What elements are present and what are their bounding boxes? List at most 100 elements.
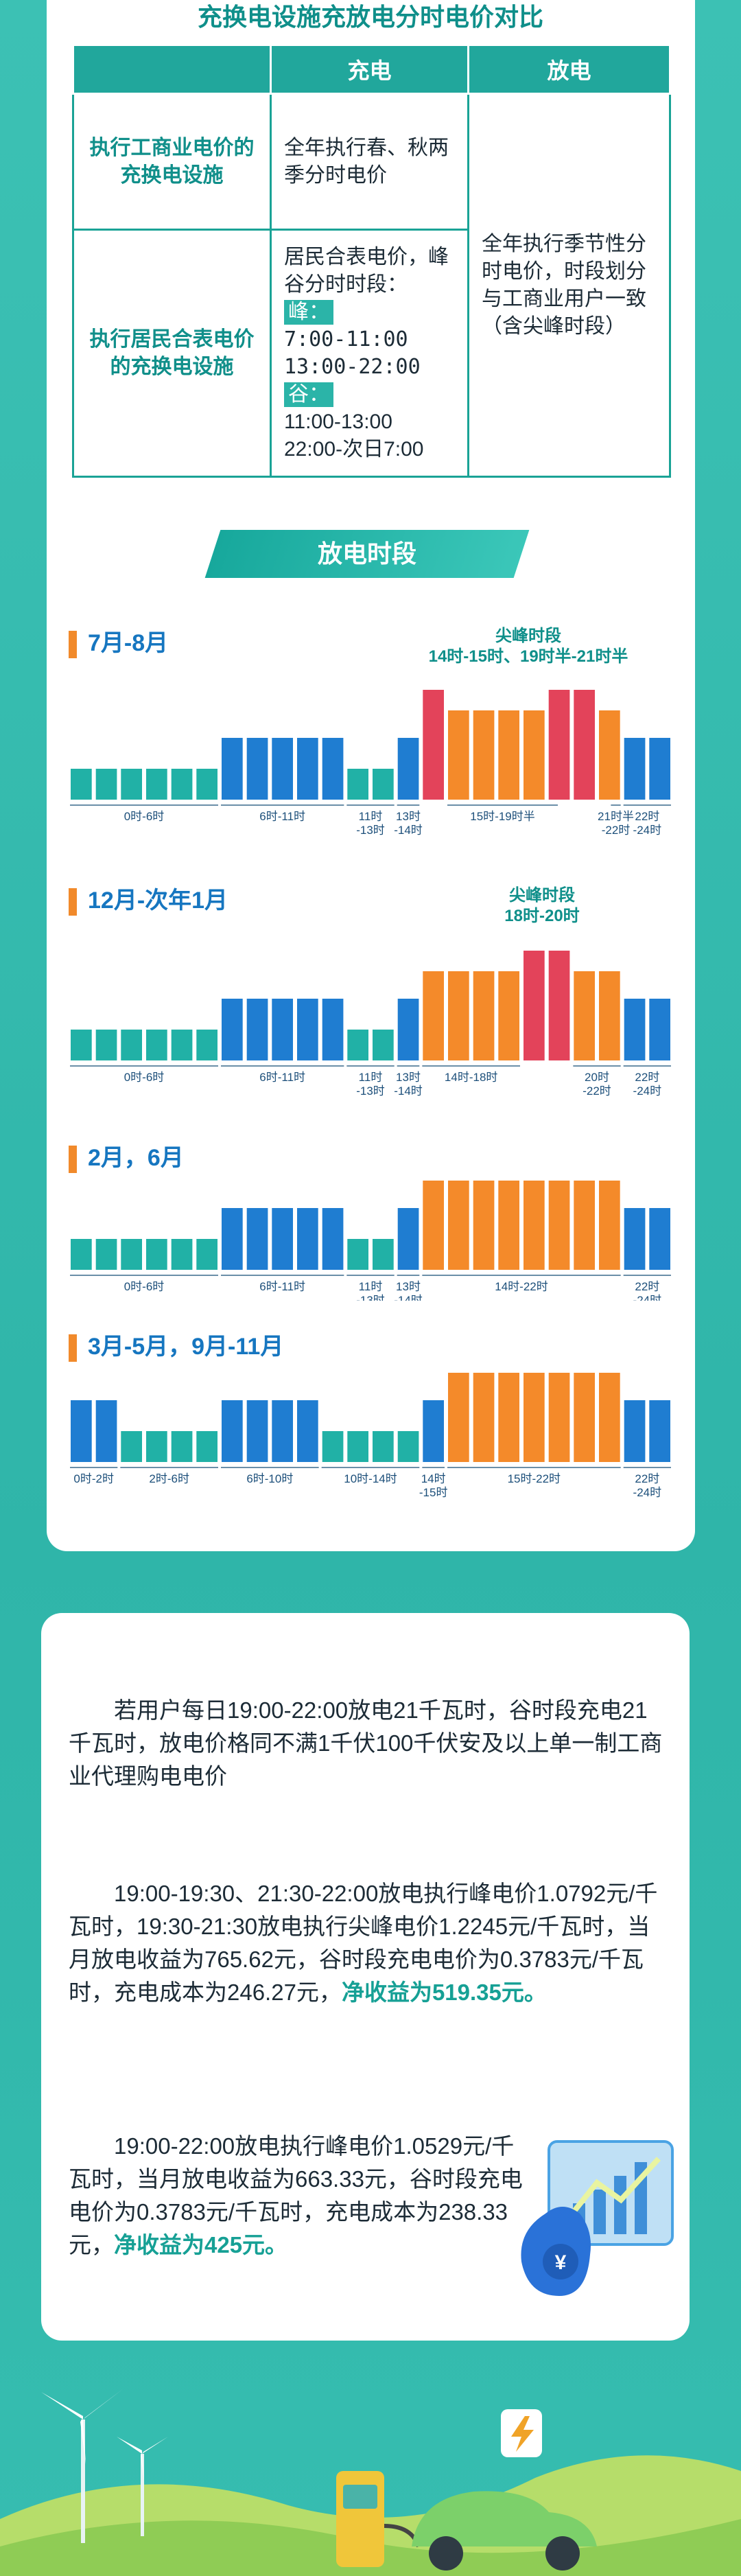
range-label: 22时 <box>635 1280 659 1293</box>
range-label: -15时 <box>419 1486 448 1499</box>
range-label: 22时 <box>635 810 659 823</box>
section-banner: 放电时段 <box>204 530 542 588</box>
bar-hour-9 <box>297 1400 318 1462</box>
row2-label: 执行居民合表电价的充换电设施 <box>72 229 272 478</box>
bar-hour-3 <box>146 1030 167 1060</box>
bottom-illustration <box>0 2389 741 2576</box>
range-label: 14时-18时 <box>445 1071 497 1084</box>
bar-hour-11 <box>347 1431 368 1462</box>
range-label: -14时 <box>394 1084 423 1098</box>
bar-hour-19 <box>548 951 570 1060</box>
row2-charge: 居民合表电价，峰谷分时时段： 峰： 7:00-11:00 13:00-22:00… <box>270 229 469 478</box>
bar-hour-7 <box>246 1208 268 1270</box>
bar-hour-12 <box>373 1239 394 1270</box>
range-label: -13时 <box>356 1084 385 1098</box>
bar-hour-8 <box>272 1400 293 1462</box>
bar-hour-5 <box>196 769 217 800</box>
bar-hour-17 <box>498 1181 519 1270</box>
bar-hour-9 <box>297 999 318 1060</box>
header-charge: 充电 <box>270 44 469 95</box>
bar-hour-4 <box>171 769 193 800</box>
tariff-comparison-table: 充电 放电 执行工商业电价的充换电设施 全年执行春、秋两季分时电价 全年执行季节… <box>72 44 671 478</box>
range-label: 0时-2时 <box>73 1472 114 1485</box>
bar-hour-20 <box>574 1373 595 1462</box>
bar-hour-18 <box>524 1373 545 1462</box>
bar-hour-0 <box>71 1239 92 1270</box>
chart4-title: 3月-5月，9月-11月 <box>69 1332 283 1362</box>
bar-hour-10 <box>322 999 344 1060</box>
bar-hour-20 <box>574 1181 595 1270</box>
bar-hour-23 <box>649 999 670 1060</box>
example-p1: 若用户每日19:00-22:00放电21千瓦时，谷时段充电21千瓦时，放电价格同… <box>69 1697 663 1789</box>
bar-hour-14 <box>423 971 444 1060</box>
range-label: 15时-22时 <box>508 1472 561 1485</box>
valley-time-2: 22:00-次日7:00 <box>284 437 424 461</box>
bar-hour-13 <box>397 1208 419 1270</box>
bar-hour-19 <box>548 1181 570 1270</box>
bar-hour-6 <box>222 1208 243 1270</box>
bar-hour-20 <box>574 690 595 800</box>
header-empty <box>72 44 272 95</box>
range-label: -13时 <box>356 824 385 837</box>
range-label: 22时 <box>635 1472 659 1485</box>
range-label: 14时-22时 <box>495 1280 548 1293</box>
bar-hour-16 <box>473 710 495 800</box>
example-tag-2: 以2025年8月为例 <box>60 1826 340 1867</box>
bar-hour-2 <box>121 1239 142 1270</box>
charging-station-icon <box>336 2471 421 2567</box>
range-label: 6时-11时 <box>259 1280 305 1293</box>
bar-hour-7 <box>246 999 268 1060</box>
chart-feb-jun: 0时-6时 6时-11时 11时-13时 13时-14时 14时-22时 22时-24时 <box>70 1181 671 1301</box>
chart1-annotation: 尖峰时段 14时-15时、19时半-21时半 <box>428 627 628 666</box>
row1-charge: 全年执行春、秋两季分时电价 <box>270 93 469 231</box>
range-label: -13时 <box>356 1294 385 1301</box>
peak-time-1: 7:00-11:00 <box>284 327 408 351</box>
bar-hour-8 <box>272 1208 293 1270</box>
bar-hour-23 <box>649 1400 670 1462</box>
wind-turbine-icon <box>41 2389 168 2543</box>
bar-hour-10 <box>322 1431 344 1462</box>
bar-hour-10 <box>322 1208 344 1270</box>
bar-hour-13 <box>397 1431 419 1462</box>
peak-time-2: 13:00-22:00 <box>284 354 421 379</box>
bar-hour-21 <box>599 710 620 800</box>
chart-mar-may-sep-nov: 0时-2时 2时-6时 6时-10时 10时-14时 14时-15时 15时-22时 22时… <box>70 1373 671 1499</box>
bar-hour-14 <box>423 690 444 800</box>
example-tag-3: 以2025年6月为例 <box>60 2078 340 2120</box>
bar-hour-3 <box>146 769 167 800</box>
range-label: 0时-6时 <box>124 810 165 823</box>
bar-hour-6 <box>222 738 243 800</box>
bar-hour-9 <box>297 1208 318 1270</box>
bar-hour-16 <box>473 1181 495 1270</box>
bar-hour-14 <box>423 1181 444 1270</box>
bar-hour-1 <box>95 769 117 800</box>
range-label: -24时 <box>633 1294 662 1301</box>
bar-hour-5 <box>196 1239 217 1270</box>
bar-hour-0 <box>71 1030 92 1060</box>
range-label: 0时-6时 <box>124 1071 165 1084</box>
bar-hour-12 <box>373 769 394 800</box>
peak-tag: 峰： <box>284 299 333 325</box>
bar-hour-17 <box>498 1373 519 1462</box>
bar-hour-12 <box>373 1431 394 1462</box>
bar-hour-22 <box>624 738 646 800</box>
row2-intro: 居民合表电价，峰谷分时时段： <box>284 245 449 296</box>
range-label: 15时-19时半 <box>470 810 534 823</box>
range-label: 6时-11时 <box>259 810 305 823</box>
range-label: 22时 <box>635 1071 659 1084</box>
bar-hour-13 <box>397 738 419 800</box>
bar-hour-4 <box>171 1030 193 1060</box>
electric-car-icon <box>412 2409 597 2571</box>
section-title: 放电时段 <box>317 539 416 568</box>
example-p2: 19:00-19:30、21:30-22:00放电执行峰电价1.0792元/千瓦… <box>69 1881 658 2005</box>
bar-hour-0 <box>71 1400 92 1462</box>
bar-hour-15 <box>448 710 469 800</box>
bar-hour-11 <box>347 1030 368 1060</box>
range-label: -22时 <box>583 1084 611 1098</box>
chart2-annotation: 尖峰时段 18时-20时 <box>504 886 580 925</box>
example-tag-1: 以低压居民自用充电设施为例 <box>60 1643 436 1684</box>
range-label: 13时 <box>396 810 421 823</box>
bar-hour-8 <box>272 999 293 1060</box>
money-icon-text: ¥ <box>555 2251 567 2274</box>
header-discharge: 放电 <box>467 44 671 95</box>
